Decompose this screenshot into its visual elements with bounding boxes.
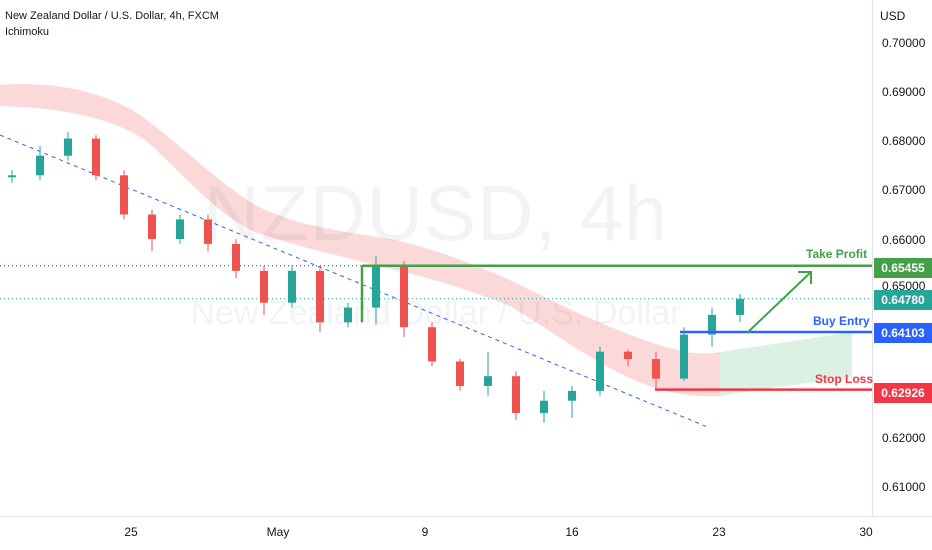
price-tick: 0.69000 <box>882 85 926 99</box>
buy-entry-price-badge: 0.64103 <box>874 323 932 343</box>
candle-body <box>400 265 408 328</box>
candle-body <box>568 390 576 401</box>
candle-body <box>596 351 604 391</box>
candle-body <box>708 314 716 335</box>
price-tick: 0.65000 <box>882 279 926 293</box>
candle-body <box>540 400 548 413</box>
ichimoku-cloud-bullish <box>720 332 852 396</box>
time-tick: 30 <box>859 525 873 539</box>
take-profit-label: Take Profit <box>806 247 868 261</box>
candle-body <box>624 351 632 360</box>
candle-body <box>316 270 324 323</box>
time-tick: 9 <box>421 525 429 539</box>
candle-body <box>176 219 184 239</box>
price-tick: 0.61000 <box>882 480 926 494</box>
candle-body <box>344 307 352 323</box>
candle-body <box>8 175 16 178</box>
projection-arrow <box>746 271 812 334</box>
ichimoku-cloud-bearish <box>0 84 720 397</box>
price-tick: 0.70000 <box>882 36 926 50</box>
price-tick: 0.62000 <box>882 431 926 445</box>
current-price-badge: 0.64780 <box>874 290 932 310</box>
indicator-label[interactable]: Ichimoku <box>5 26 50 38</box>
time-tick: 25 <box>124 525 138 539</box>
descending-trendline <box>0 134 711 429</box>
candle-body <box>260 270 268 303</box>
stop-loss-price-badge: 0.62926 <box>874 383 932 403</box>
price-axis-divider <box>872 0 873 516</box>
time-tick: 23 <box>712 525 726 539</box>
candle-body <box>64 138 72 156</box>
time-tick: May <box>266 525 290 539</box>
candle-body <box>428 327 436 362</box>
time-axis-divider <box>0 516 932 517</box>
time-tick: 16 <box>565 525 579 539</box>
candle-body <box>36 155 44 176</box>
stop-loss-label: Stop Loss <box>815 372 874 386</box>
candle-body <box>736 298 744 315</box>
candle-body <box>372 265 380 308</box>
buy-entry-label: Buy Entry <box>813 314 870 328</box>
candle-body <box>456 361 464 386</box>
price-chart[interactable] <box>0 0 872 516</box>
symbol-title[interactable]: New Zealand Dollar / U.S. Dollar, 4h, FX… <box>5 10 219 22</box>
currency-label: USD <box>880 9 906 23</box>
price-tick: 0.68000 <box>882 134 926 148</box>
candle-body <box>484 376 492 386</box>
price-tick: 0.67000 <box>882 183 926 197</box>
candle-body <box>148 214 156 239</box>
projection-arrowhead <box>798 271 812 284</box>
candle-body <box>512 376 520 413</box>
candle-body <box>232 243 240 271</box>
price-tick: 0.66000 <box>882 233 926 247</box>
candle-body <box>652 359 660 379</box>
candle-body <box>288 270 296 303</box>
take-profit-price-badge: 0.65455 <box>874 258 932 278</box>
candle-body <box>92 138 100 176</box>
watermark-ticker: NZDUSD, 4h <box>203 169 669 257</box>
candle-body <box>120 175 128 215</box>
candle-body <box>204 219 212 244</box>
chart-area[interactable]: NZDUSD, 4h New Zealand Dollar / U.S. Dol… <box>0 0 872 516</box>
watermark-name: New Zealand Dollar / U.S. Dollar <box>190 294 682 332</box>
candle-body <box>680 334 688 379</box>
chart-header: New Zealand Dollar / U.S. Dollar, 4h, FX… <box>5 8 219 40</box>
